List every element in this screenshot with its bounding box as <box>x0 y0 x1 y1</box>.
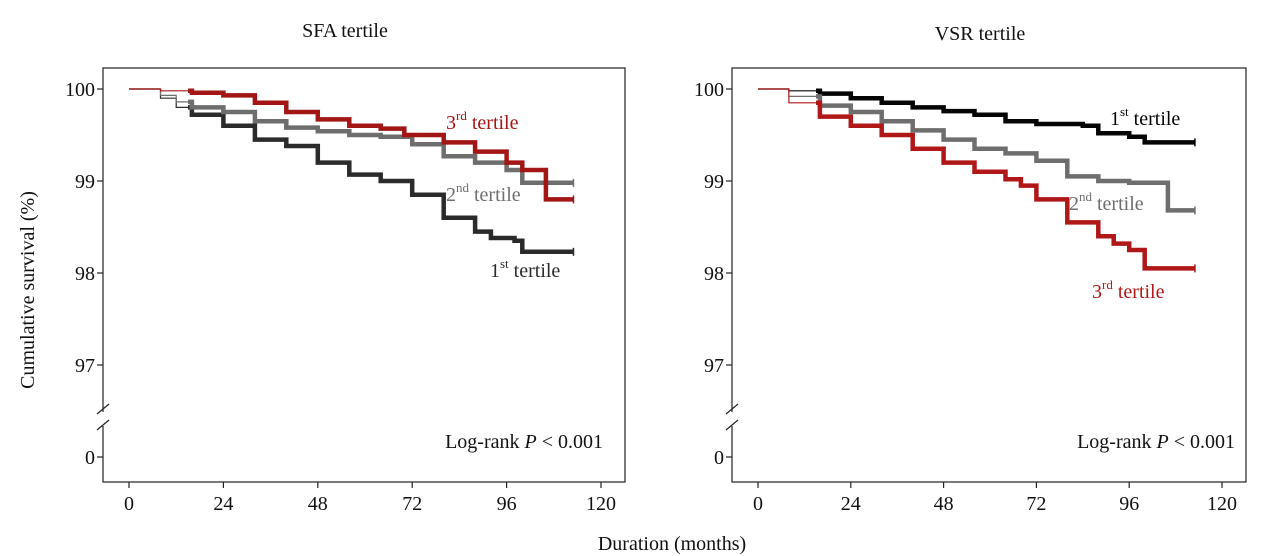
x-tick-label: 120 <box>586 493 616 515</box>
log-rank-annotation: Log-rank P < 0.001 <box>445 431 603 453</box>
series-label-2nd: 2nd tertile <box>1069 189 1144 215</box>
shared-x-axis-label: Duration (months) <box>598 533 746 555</box>
x-tick-label: 24 <box>841 493 861 515</box>
y-tick-label: 98 <box>75 263 95 285</box>
series-label-3rd: 3rd tertile <box>446 108 519 134</box>
y-tick-label: 0 <box>714 447 724 469</box>
y-tick-label: 99 <box>704 171 724 193</box>
x-tick-label: 96 <box>497 493 517 515</box>
y-tick-label: 100 <box>65 79 95 101</box>
x-tick-label: 96 <box>1119 493 1139 515</box>
x-tick-label: 24 <box>213 493 233 515</box>
y-axis-break <box>96 403 110 431</box>
chart-title: SFA tertile <box>302 20 388 42</box>
x-tick-label: 72 <box>1026 493 1046 515</box>
series-curve-3rd <box>816 100 1195 271</box>
plot-frame <box>731 67 1247 483</box>
series-curve-1st <box>816 88 1195 145</box>
series-curve-2nd <box>188 99 574 186</box>
y-tick-label: 99 <box>75 171 95 193</box>
log-rank-annotation: Log-rank P < 0.001 <box>1077 431 1235 453</box>
y-tick-label: 0 <box>85 447 95 469</box>
shared-y-axis-label: Cumulative survival (%) <box>17 191 39 389</box>
y-tick-label: 97 <box>75 355 95 377</box>
y-tick-label: 98 <box>704 263 724 285</box>
x-tick-label: 120 <box>1207 493 1237 515</box>
series-label-1st: 1st tertile <box>490 256 560 282</box>
x-tick-label: 0 <box>753 493 763 515</box>
series-label-3rd: 3rd tertile <box>1092 277 1165 303</box>
series-label-1st: 1st tertile <box>1110 104 1180 130</box>
vsr-tertile-panel: VSR tertile 100 99 98 97 0 0 24 48 72 96 120 1st ter… <box>694 23 1247 515</box>
chart-title: VSR tertile <box>935 23 1026 45</box>
x-tick-label: 0 <box>124 493 134 515</box>
y-tick-label: 97 <box>704 355 724 377</box>
x-tick-label: 48 <box>934 493 954 515</box>
series-label-2nd: 2nd tertile <box>446 180 521 206</box>
series-curve-3rd <box>188 88 574 202</box>
plot-frame <box>102 67 626 483</box>
x-tick-label: 48 <box>308 493 328 515</box>
sfa-tertile-panel: SFA tertile 100 99 98 97 0 0 24 48 72 96 120 1st ter… <box>65 20 626 515</box>
y-axis-break <box>725 403 739 431</box>
series-curve-2nd <box>816 94 1195 213</box>
x-tick-label: 72 <box>402 493 422 515</box>
y-tick-label: 100 <box>694 79 724 101</box>
